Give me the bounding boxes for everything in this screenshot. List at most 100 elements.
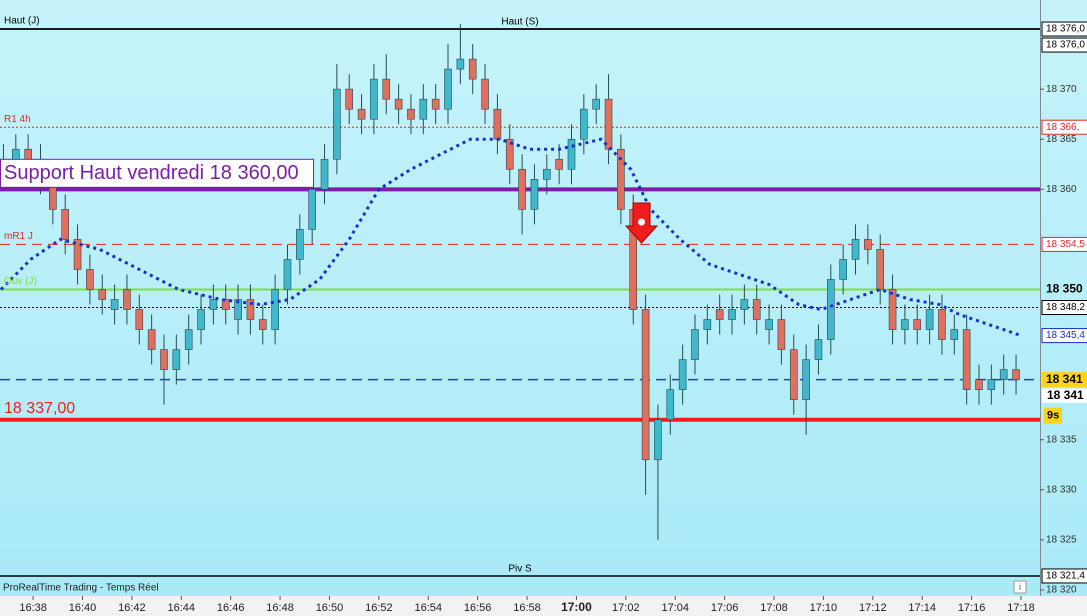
candle-body: [184, 329, 193, 350]
axis-label-box: [1041, 568, 1087, 584]
axis-label: 18 348,2: [1046, 302, 1085, 313]
candle-body: [468, 58, 477, 80]
candle-body: [864, 239, 872, 250]
moving-average: [0, 137, 1022, 337]
y-tick-label: 18 335: [1046, 434, 1077, 445]
y-tick-label: 18 320: [1046, 585, 1077, 596]
level-label: Haut (S): [501, 17, 538, 28]
candle-body: [123, 289, 131, 310]
candle-body: [925, 309, 934, 330]
last-price: 18 341: [1047, 388, 1084, 402]
candle-body: [147, 329, 156, 350]
candle-body: [876, 249, 885, 290]
level-label: Haut (J): [4, 16, 40, 27]
axis-label-box: [1041, 372, 1087, 388]
level-label: mR1 J: [4, 231, 33, 242]
countdown-box: [1044, 407, 1062, 424]
candle-body: [555, 158, 563, 170]
candle-body: [407, 108, 415, 120]
candle-body: [715, 309, 724, 320]
y-tick-label: 18 365: [1046, 134, 1077, 145]
candle-body: [777, 319, 786, 350]
candle-body: [691, 329, 699, 360]
candle-body: [394, 98, 403, 110]
sell-arrow: [624, 202, 659, 244]
candle-body: [827, 279, 835, 340]
axis-label: 18 366,: [1046, 122, 1079, 133]
candle-body: [678, 359, 687, 390]
x-tick-label: 16:56: [464, 602, 492, 614]
candle-body: [975, 379, 983, 390]
candle-body: [357, 108, 366, 120]
candle-body: [197, 309, 205, 330]
x-tick-label: 16:38: [19, 602, 47, 614]
x-tick-label: 16:42: [118, 602, 146, 614]
axis-label-box: [1041, 37, 1087, 53]
candle-body: [592, 98, 600, 110]
candle-body: [221, 299, 230, 310]
x-tick-label: 17:16: [958, 602, 986, 614]
candle-body: [802, 359, 810, 400]
candle-body: [962, 329, 971, 390]
candle-body: [530, 179, 539, 210]
candle-body: [296, 229, 304, 260]
candle-body: [505, 138, 514, 170]
candle-body: [456, 58, 465, 70]
layers: Haut (J) Haut (S) R1 4h Support Haut vendre…: [0, 16, 1087, 614]
candle-body: [160, 349, 168, 370]
candle-body: [666, 389, 675, 421]
candle-body: [258, 319, 267, 330]
candle-body: [135, 309, 144, 330]
candle-body: [308, 189, 316, 230]
candle-body: [789, 349, 798, 400]
candle-body: [740, 299, 749, 310]
arrow-dot: [638, 218, 645, 226]
x-tick-label: 17:18: [1007, 602, 1035, 614]
candle-body: [444, 68, 452, 110]
candle-body: [999, 369, 1008, 380]
axis-label: 18 376,0: [1046, 40, 1085, 51]
level-label: Piv S: [508, 564, 532, 575]
x-tick-label: 16:54: [414, 602, 442, 614]
candle-body: [851, 239, 860, 260]
x-tick-label: 17:14: [908, 602, 936, 614]
candle-body: [938, 309, 946, 340]
level-label: Support Haut vendredi 18 360,00: [4, 162, 299, 184]
candle-body: [580, 108, 588, 140]
level-label: 18 337,00: [4, 400, 75, 417]
time-axis-background: [0, 596, 1087, 616]
axis-label-box: [1041, 236, 1087, 252]
candle-body: [481, 78, 489, 110]
x-tick-label: 16:58: [513, 602, 541, 614]
candle-body: [641, 309, 650, 461]
x-tick-label: 16:48: [266, 602, 294, 614]
candle-body: [752, 299, 761, 320]
info-button[interactable]: [1013, 580, 1027, 594]
axis-label: 18 354,5: [1046, 239, 1085, 250]
candle-body: [431, 98, 440, 110]
info-icon[interactable]: i: [1019, 582, 1021, 592]
x-tick-label: 16:44: [168, 602, 196, 614]
last-price-box: [1042, 388, 1087, 403]
axis-label-box: [1041, 119, 1087, 135]
candle-body: [703, 319, 712, 330]
x-tick-label: 17:06: [711, 602, 739, 614]
axis-label: 18 345,4: [1046, 330, 1085, 341]
plot-background: [0, 0, 1087, 596]
candle-body: [542, 168, 551, 180]
candle-body: [654, 419, 662, 461]
candle-body: [604, 98, 613, 150]
axis-label: 18 376,0: [1046, 24, 1085, 35]
x-tick-label: 16:52: [365, 602, 393, 614]
x-tick-label: 17:04: [661, 602, 689, 614]
candle-body: [283, 259, 292, 290]
axis-label: 18 341: [1046, 372, 1083, 386]
x-tick-label: 17:08: [760, 602, 788, 614]
candle-body: [246, 299, 255, 320]
x-tick-label: 16:46: [217, 602, 245, 614]
x-tick-label: 16:40: [69, 602, 97, 614]
y-tick-label: 18 330: [1046, 484, 1077, 495]
candle-body: [617, 148, 625, 210]
candle-body: [567, 138, 576, 170]
candle-body: [333, 88, 341, 160]
